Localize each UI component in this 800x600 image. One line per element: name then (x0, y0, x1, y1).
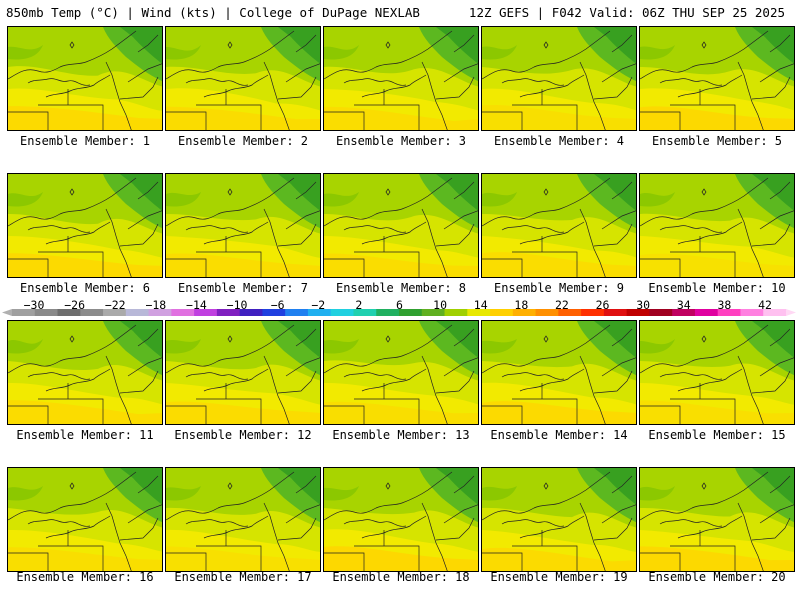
colorbar-swatch (194, 309, 218, 316)
ensemble-member-map (165, 320, 321, 425)
ensemble-member-map (165, 173, 321, 278)
ensemble-member-label: Ensemble Member: 5 (651, 134, 783, 148)
ensemble-member-map (323, 173, 479, 278)
ensemble-member-label: Ensemble Member: 6 (19, 281, 151, 295)
colorbar-tick-label: −14 (186, 298, 207, 312)
ensemble-member-label: Ensemble Member: 7 (177, 281, 309, 295)
colorbar-swatch (330, 309, 354, 316)
ensemble-member-label: Ensemble Member: 8 (335, 281, 467, 295)
colorbar-swatch (740, 309, 764, 316)
colorbar-tick-label: −22 (104, 298, 126, 312)
colorbar-low-arrow (2, 309, 12, 316)
colorbar-swatch (399, 309, 423, 316)
colorbar-swatch (57, 309, 81, 316)
colorbar-swatch (581, 309, 605, 316)
ensemble-member-map (639, 173, 795, 278)
ensemble-member-label: Ensemble Member: 11 (16, 428, 154, 442)
colorbar-swatch (558, 309, 582, 316)
ensemble-member-label: Ensemble Member: 19 (490, 570, 628, 584)
colorbar-swatch (103, 309, 127, 316)
colorbar-swatch (285, 309, 309, 316)
ensemble-member-label: Ensemble Member: 13 (332, 428, 470, 442)
colorbar-swatch (148, 309, 172, 316)
ensemble-member-map (7, 173, 163, 278)
colorbar-swatch (307, 309, 332, 316)
colorbar-swatch (421, 309, 446, 316)
ensemble-member-label: Ensemble Member: 12 (174, 428, 312, 442)
ensemble-member-label: Ensemble Member: 16 (16, 570, 154, 584)
ensemble-member-label: Ensemble Member: 4 (493, 134, 625, 148)
colorbar-swatch (12, 309, 36, 316)
colorbar-swatch (262, 309, 286, 316)
ensemble-member-label: Ensemble Member: 1 (19, 134, 151, 148)
colorbar-swatch (80, 309, 104, 316)
colorbar-swatch (239, 309, 263, 316)
temperature-colorbar (2, 309, 796, 316)
ensemble-member-map (165, 467, 321, 572)
colorbar-tick-label: 42 (758, 298, 772, 312)
colorbar-tick-label: 6 (396, 298, 403, 312)
colorbar-swatch (535, 309, 559, 316)
colorbar-swatch (672, 309, 696, 316)
ensemble-member-map (7, 467, 163, 572)
ensemble-member-map (323, 320, 479, 425)
ensemble-member-label: Ensemble Member: 10 (648, 281, 786, 295)
colorbar-tick-label: −30 (23, 298, 45, 312)
ensemble-member-label: Ensemble Member: 18 (332, 570, 470, 584)
colorbar-tick-label: 38 (717, 298, 732, 312)
colorbar-swatch (512, 309, 537, 316)
colorbar-swatch (694, 309, 719, 316)
colorbar-tick-label: −18 (145, 298, 167, 312)
model-run-valid-time: 12Z GEFS | F042 Valid: 06Z THU SEP 25 20… (468, 5, 785, 20)
colorbar-tick-label: −26 (64, 298, 85, 312)
colorbar-tick-label: −10 (226, 298, 248, 312)
ensemble-member-map (7, 320, 163, 425)
colorbar-tick-label: −2 (311, 298, 326, 312)
colorbar-tick-label: −6 (270, 298, 285, 312)
colorbar-tick-label: 10 (433, 298, 448, 312)
ensemble-member-label: Ensemble Member: 2 (177, 134, 309, 148)
colorbar-tick-label: 2 (355, 298, 363, 312)
ensemble-member-map (639, 467, 795, 572)
ensemble-member-map (639, 26, 795, 131)
colorbar-tick-label: 34 (676, 298, 691, 312)
colorbar-tick-label: 30 (636, 298, 651, 312)
ensemble-member-label: Ensemble Member: 14 (490, 428, 628, 442)
ensemble-member-map (323, 26, 479, 131)
colorbar-tick-label: 22 (555, 298, 569, 312)
ensemble-member-map (481, 26, 637, 131)
colorbar-swatch (649, 309, 673, 316)
colorbar-swatch (444, 309, 468, 316)
colorbar-swatch (171, 309, 195, 316)
colorbar-swatch (467, 309, 491, 316)
colorbar-swatch (603, 309, 628, 316)
ensemble-member-map (639, 320, 795, 425)
ensemble-member-map (481, 320, 637, 425)
map-title: 850mb Temp (°C) | Wind (kts) | College o… (6, 5, 420, 20)
ensemble-member-label: Ensemble Member: 9 (493, 281, 625, 295)
colorbar-swatch (125, 309, 150, 316)
colorbar-tick-label: 18 (514, 298, 529, 312)
ensemble-member-map (481, 467, 637, 572)
ensemble-member-map (7, 26, 163, 131)
colorbar-swatch (626, 309, 650, 316)
colorbar-swatch (717, 309, 741, 316)
colorbar-swatch (216, 309, 241, 316)
colorbar-swatch (490, 309, 514, 316)
ensemble-member-label: Ensemble Member: 3 (335, 134, 467, 148)
ensemble-member-map (165, 26, 321, 131)
ensemble-member-map (481, 173, 637, 278)
colorbar-swatch (353, 309, 377, 316)
ensemble-member-label: Ensemble Member: 20 (648, 570, 786, 584)
ensemble-member-label: Ensemble Member: 17 (174, 570, 312, 584)
colorbar-swatch (376, 309, 400, 316)
colorbar-tick-label: 14 (473, 298, 488, 312)
ensemble-member-label: Ensemble Member: 15 (648, 428, 786, 442)
colorbar-tick-label: 26 (595, 298, 610, 312)
ensemble-member-map (323, 467, 479, 572)
colorbar-swatch (34, 309, 59, 316)
colorbar-swatch (763, 309, 787, 316)
colorbar-high-arrow (786, 309, 796, 316)
